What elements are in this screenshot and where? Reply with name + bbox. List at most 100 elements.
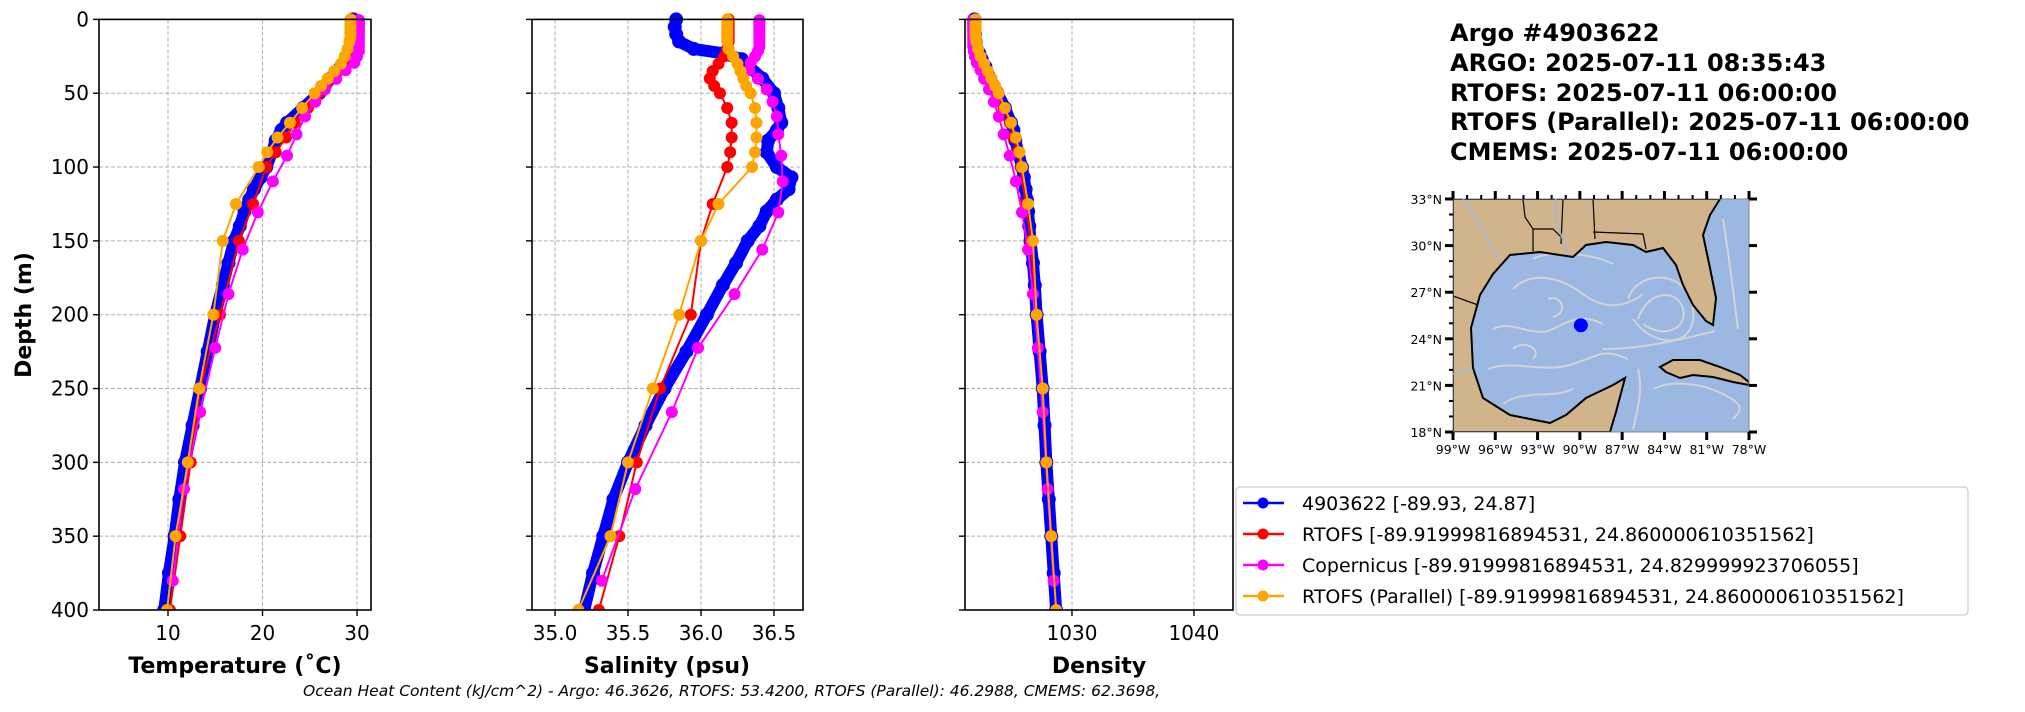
data-point (1004, 116, 1017, 129)
legend-label-rtofs-parallel: RTOFS (Parallel) [-89.91999816894531, 24… (1302, 586, 1904, 608)
depth-axis-title: Depth (m) (12, 252, 37, 378)
data-point (998, 101, 1011, 114)
data-point (261, 146, 274, 159)
data-point (166, 574, 179, 587)
data-point (992, 87, 1005, 100)
data-point (992, 110, 1005, 123)
data-point (692, 341, 705, 354)
data-point (269, 146, 282, 159)
legend-marker-handle (1257, 559, 1269, 571)
x-tick-label: 1040 (1169, 621, 1220, 645)
title-argo-time: ARGO: 2025-07-11 08:35:43 (1450, 49, 1826, 77)
data-point (759, 145, 774, 160)
data-point (744, 87, 757, 100)
map-current-streamlines (1487, 218, 1741, 430)
data-point (997, 128, 1010, 141)
map-ticks: 33°N 30°N 27°N 24°N 21°N 18°N 99°W 96°W 93°W 90°W… (1410, 191, 1766, 457)
data-point (606, 492, 621, 507)
data-point (1036, 382, 1049, 395)
data-point (1036, 406, 1049, 419)
legend-marker-handle (1257, 528, 1269, 540)
data-point (724, 146, 737, 159)
data-point (230, 197, 243, 210)
argo-float-location-marker (1573, 318, 1588, 333)
data-point (194, 406, 207, 419)
x-tick-label: 35.5 (606, 621, 651, 645)
data-point (760, 83, 773, 96)
density-series (967, 12, 1064, 610)
data-point (1013, 146, 1026, 159)
data-point (1026, 234, 1039, 247)
data-point (266, 175, 279, 188)
map-lat-label: 24°N (1410, 332, 1442, 347)
data-point (1045, 530, 1058, 543)
data-point (721, 161, 734, 174)
data-point (281, 149, 294, 162)
legend-label-rtofs: RTOFS [-89.91999816894531, 24.8600006103… (1302, 524, 1814, 546)
data-point (572, 604, 585, 610)
data-point (770, 110, 783, 123)
data-point (665, 406, 678, 419)
data-point (721, 101, 734, 114)
data-point (776, 175, 789, 188)
legend: 4903622 [-89.93, 24.87] RTOFS [-89.91999… (1235, 486, 1969, 616)
data-point (1026, 288, 1039, 301)
data-point (1003, 149, 1016, 162)
data-point (684, 308, 697, 321)
data-point (740, 233, 755, 248)
data-point (1015, 206, 1028, 219)
data-point (236, 243, 249, 256)
data-point (280, 131, 293, 144)
data-point (629, 483, 642, 496)
map-lat-label: 21°N (1410, 378, 1442, 393)
data-point (725, 131, 738, 144)
data-point (1040, 456, 1053, 469)
map-lon-label: 96°W (1478, 442, 1513, 457)
data-point (686, 41, 701, 56)
map-lon-label: 78°W (1732, 442, 1767, 457)
data-point (1031, 341, 1044, 354)
data-point (750, 131, 763, 144)
map-lon-label: 87°W (1605, 442, 1640, 457)
x-tick-label: 35.0 (533, 621, 578, 645)
data-point (308, 87, 321, 100)
data-point (748, 101, 761, 114)
data-point (1050, 604, 1063, 610)
data-point (715, 278, 730, 293)
data-point (161, 604, 174, 610)
map-land-cuba (1658, 359, 1749, 387)
data-point (595, 574, 608, 587)
data-point (283, 116, 296, 129)
data-point (216, 234, 229, 247)
data-point (751, 72, 764, 85)
temperature-series (157, 12, 365, 610)
figure-title: Argo #4903622 ARGO: 2025-07-11 08:35:43 … (1450, 19, 1970, 166)
series-rtofs-parallel--density (969, 13, 1063, 610)
data-point (748, 146, 761, 159)
location-map: 33°N 30°N 27°N 24°N 21°N 18°N 99°W 96°W 93°W 90°W… (1410, 191, 1766, 457)
data-point (772, 206, 785, 219)
y-tick-label: 250 (51, 377, 89, 401)
data-point (752, 219, 767, 234)
data-point (712, 197, 725, 210)
legend-marker-handle (1257, 590, 1269, 602)
salinity-series (572, 12, 799, 610)
y-tick-label: 0 (76, 7, 89, 31)
data-point (1009, 131, 1022, 144)
legend-handles (1243, 497, 1284, 602)
legend-marker-handle (1257, 497, 1269, 509)
data-point (181, 456, 194, 469)
salinity-panel: 35.0 35.5 36.0 36.5 (526, 12, 804, 645)
data-point (1009, 175, 1022, 188)
data-point (604, 530, 617, 543)
map-lon-label: 93°W (1520, 442, 1555, 457)
data-point (756, 243, 769, 256)
data-point (679, 344, 694, 359)
data-point (761, 133, 776, 148)
data-point (673, 308, 686, 321)
series-rtofs-parallel--temperature (161, 13, 357, 610)
data-point (713, 87, 726, 100)
data-point (725, 116, 738, 129)
map-frame (1452, 198, 1750, 433)
